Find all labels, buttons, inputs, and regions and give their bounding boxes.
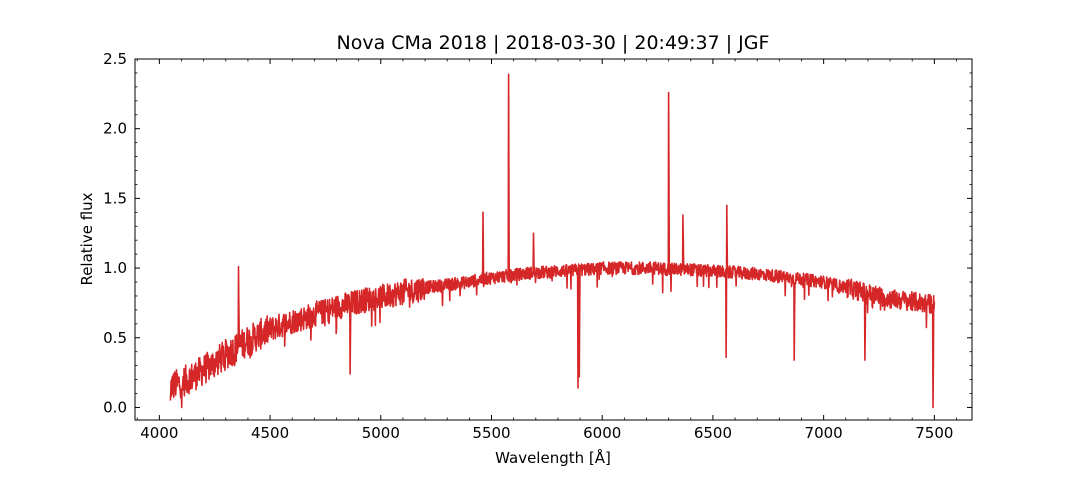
y-tick-label: 2.5: [103, 50, 127, 68]
x-tick-label: 6500: [694, 424, 732, 442]
y-tick-label: 2.0: [103, 120, 127, 138]
y-axis-title: Relative flux: [78, 192, 96, 285]
x-tick-label: 5000: [362, 424, 400, 442]
x-axis-title: Wavelength [Å]: [495, 448, 611, 467]
x-tick-label: 6000: [583, 424, 621, 442]
y-tick-label: 1.0: [103, 259, 127, 277]
y-axis: 0.0 0.5 1.0 1.5 2.0 2.5: [103, 50, 972, 416]
x-tick-label: 5500: [472, 424, 510, 442]
y-tick-label: 1.5: [103, 189, 127, 207]
y-tick-label: 0.0: [103, 398, 127, 416]
chart-title: Nova CMa 2018 | 2018-03-30 | 20:49:37 | …: [337, 32, 770, 54]
x-tick-label: 7500: [915, 424, 953, 442]
y-tick-label: 0.5: [103, 329, 127, 347]
spectrum-series-line: [169, 73, 936, 409]
plot-frame: [134, 58, 973, 421]
x-tick-label: 4000: [140, 424, 178, 442]
x-axis: 4000 4500 5000 5500 6000 6500 7000 7500: [136, 59, 957, 442]
plot-area: [169, 73, 936, 409]
x-tick-label: 4500: [251, 424, 289, 442]
x-tick-label: 7000: [805, 424, 843, 442]
